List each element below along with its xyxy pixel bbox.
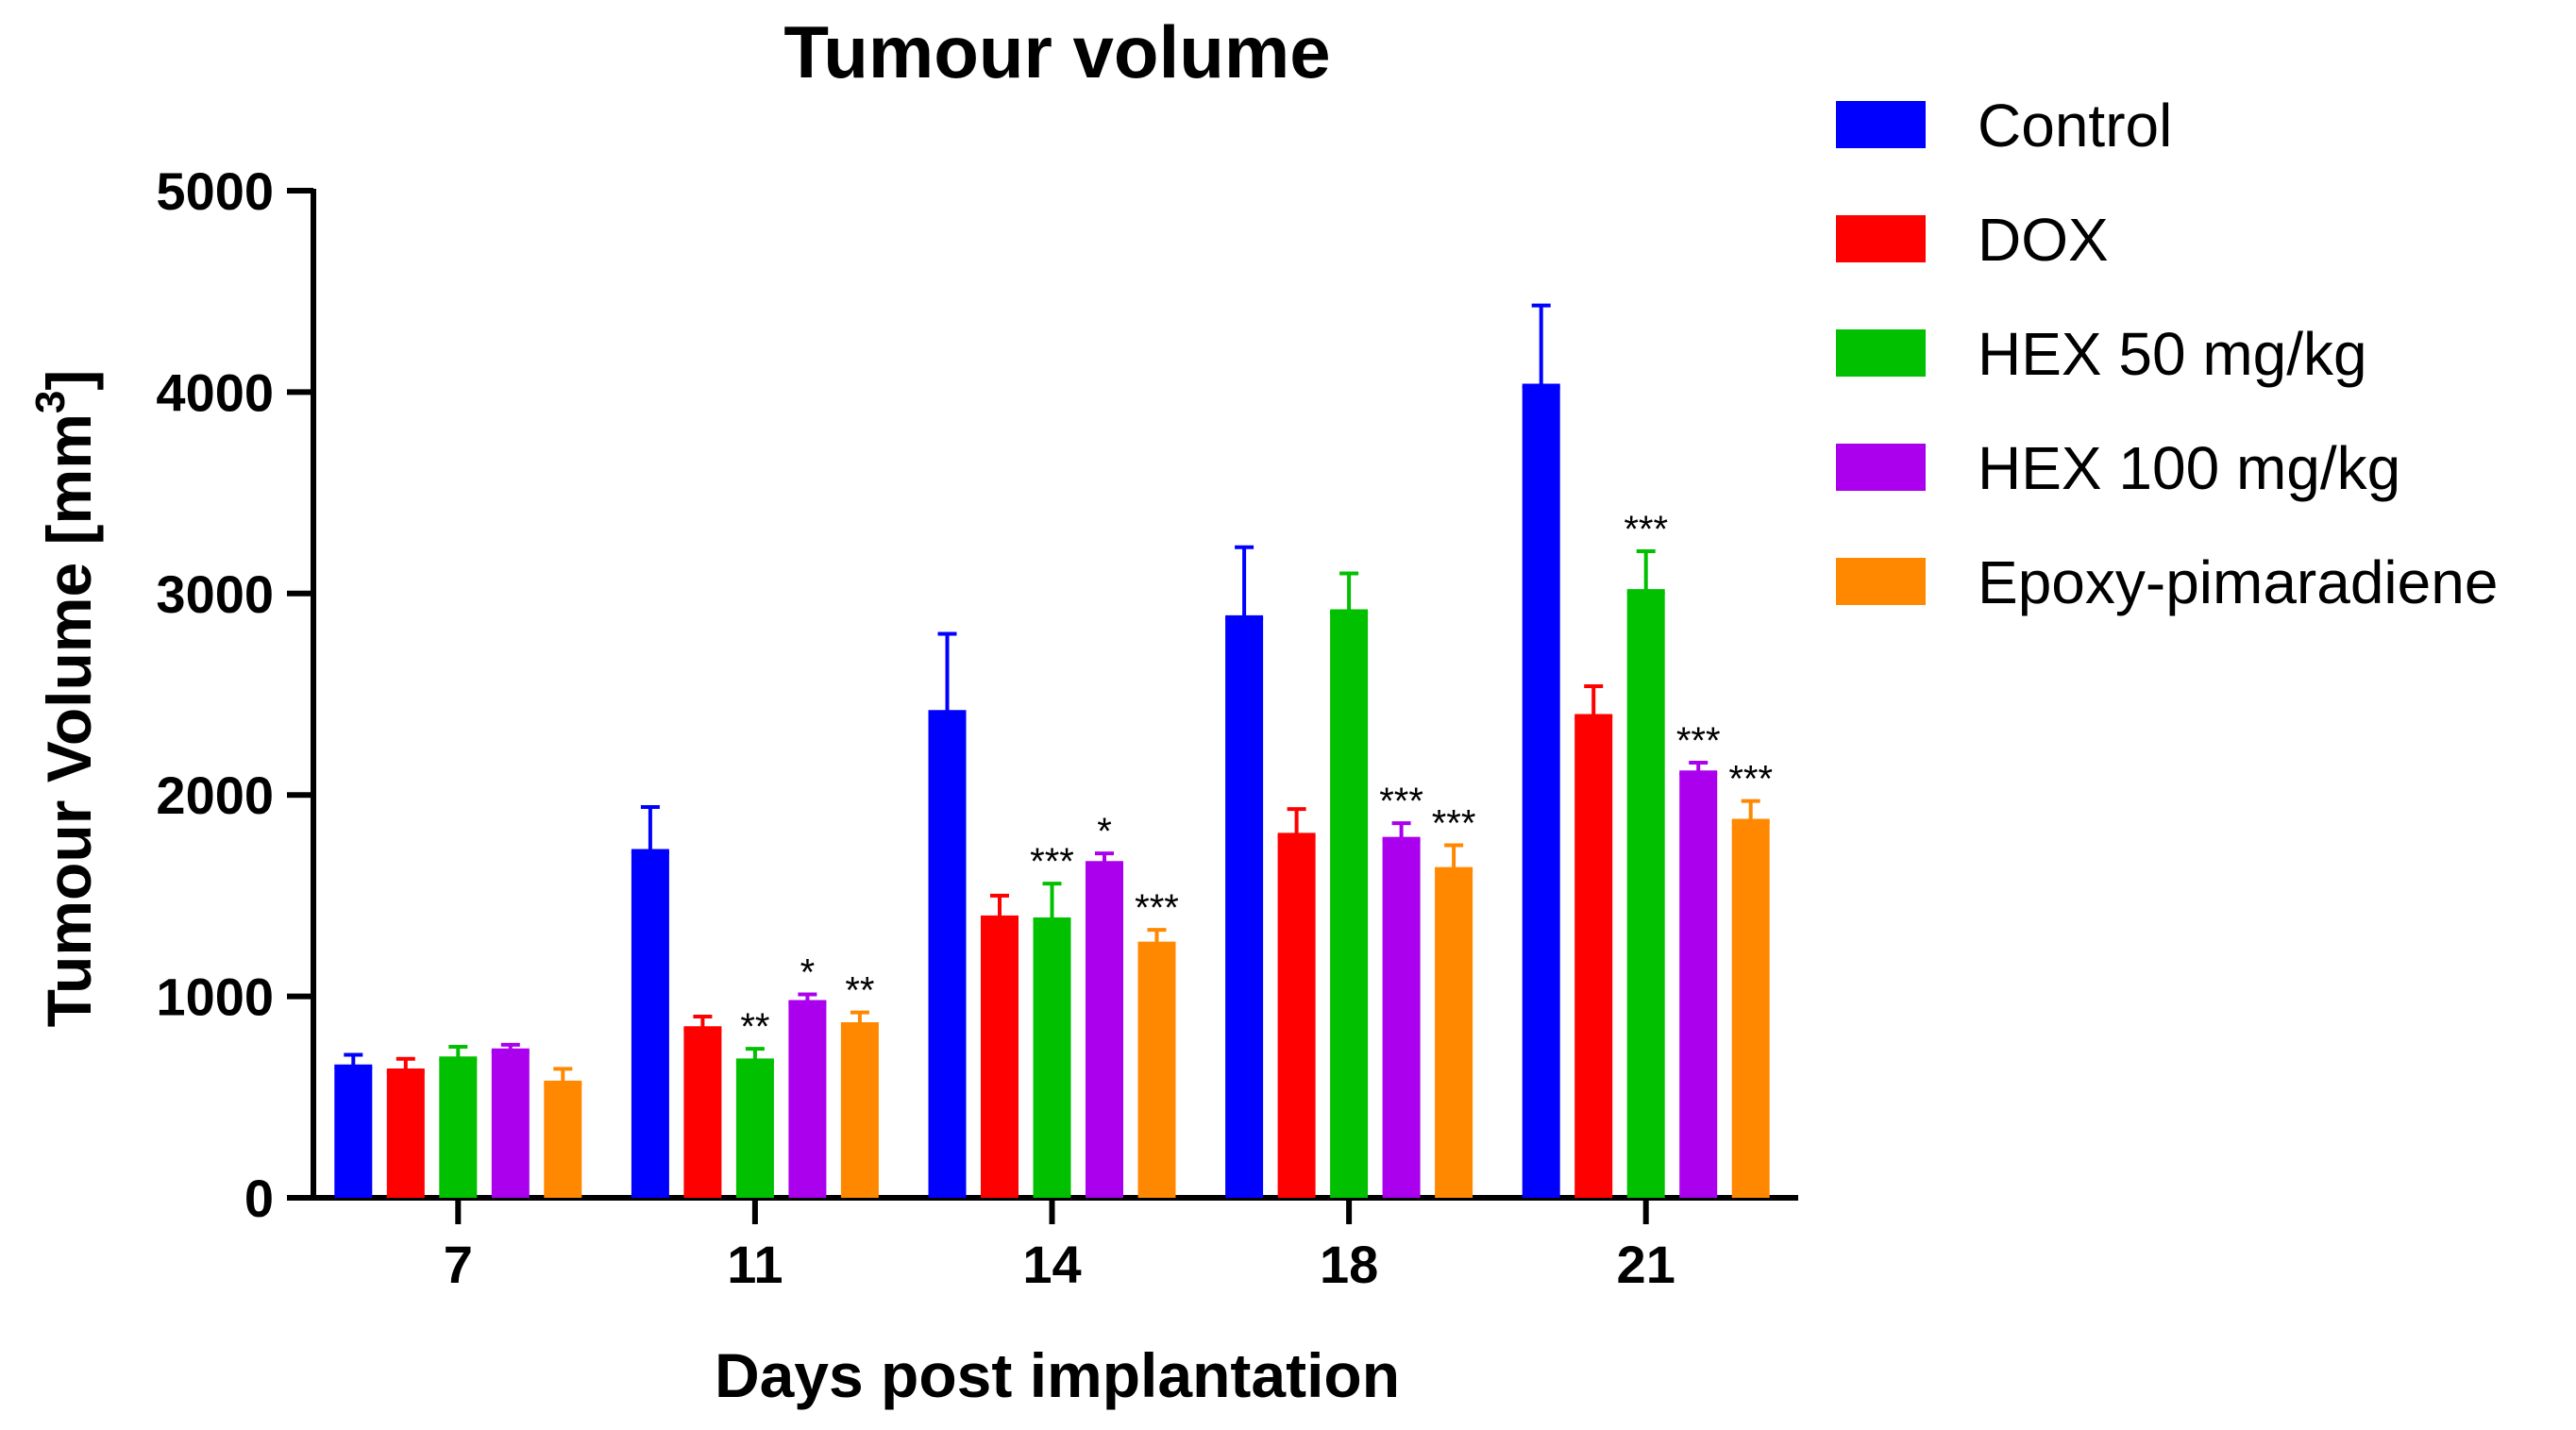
- bar-group: ***: [1379, 781, 1423, 1198]
- bar-group: *: [1086, 811, 1123, 1198]
- legend-item: DOX: [1836, 206, 2109, 274]
- bar-group: [1277, 807, 1316, 1198]
- significance-label: *: [1097, 811, 1112, 852]
- legend: Control DOX HEX 50 mg/kg HEX 100 mg/kg Epoxy…: [1836, 92, 2498, 616]
- bar: [735, 1060, 774, 1198]
- bar-group: ***: [1135, 887, 1179, 1198]
- x-tick-label: 14: [1022, 1235, 1081, 1294]
- bar-group: **: [735, 1006, 774, 1198]
- axes: 0 1000 2000 3000 4000 5000 7 11 14 18 21: [156, 161, 1798, 1294]
- bar-group: [683, 1014, 722, 1198]
- x-tick-label: 21: [1617, 1235, 1675, 1294]
- bar-group: [928, 631, 967, 1198]
- legend-swatch: [1836, 558, 1926, 605]
- legend-swatch: [1836, 444, 1926, 491]
- significance-label: ***: [1135, 887, 1179, 929]
- legend-item: HEX 100 mg/kg: [1836, 434, 2400, 502]
- bar: [544, 1083, 582, 1198]
- bar-group: [1522, 303, 1560, 1198]
- y-axis-title-main: Tumour Volume [mm: [34, 413, 104, 1027]
- significance-label: **: [740, 1006, 769, 1048]
- bar-group: *: [788, 951, 827, 1198]
- bar: [334, 1067, 373, 1198]
- bar-group: [334, 1052, 373, 1198]
- bar: [1277, 834, 1316, 1198]
- legend-swatch: [1836, 215, 1926, 262]
- svg-text:Tumour Volume [mm3]: Tumour Volume [mm3]: [27, 370, 104, 1028]
- bar: [1330, 612, 1369, 1198]
- significance-label: ***: [1728, 759, 1773, 800]
- bar: [1086, 863, 1123, 1198]
- y-axis-title-close: ]: [34, 370, 104, 391]
- bar: [1435, 869, 1473, 1198]
- bar: [788, 1002, 827, 1198]
- legend-item: HEX 50 mg/kg: [1836, 320, 2367, 388]
- legend-swatch: [1836, 101, 1926, 148]
- bar-group: [439, 1044, 478, 1198]
- chart-title: Tumour volume: [783, 10, 1330, 93]
- legend-swatch: [1836, 329, 1926, 377]
- significance-label: ***: [1379, 781, 1423, 822]
- y-tick-label: 2000: [156, 765, 274, 825]
- bar-group: [981, 893, 1019, 1198]
- y-tick-label: 1000: [156, 967, 274, 1027]
- bar: [1033, 919, 1071, 1198]
- significance-label: ***: [1030, 841, 1074, 883]
- significance-label: ***: [1624, 509, 1668, 550]
- legend-item: Epoxy-pimaradiene: [1836, 548, 2498, 616]
- legend-label: Epoxy-pimaradiene: [1978, 548, 2498, 616]
- bar-group: [1225, 545, 1264, 1198]
- y-axis-title: Tumour Volume [mm3]: [27, 370, 104, 1028]
- bar-group: ***: [1728, 759, 1773, 1198]
- bar: [1626, 591, 1665, 1198]
- bar: [1137, 944, 1176, 1198]
- bar-group: ***: [1624, 509, 1668, 1198]
- bar: [1225, 617, 1264, 1198]
- bar: [981, 917, 1019, 1198]
- bar: [386, 1070, 425, 1198]
- bar: [1382, 839, 1421, 1198]
- bar-group: [491, 1042, 530, 1198]
- legend-label: DOX: [1978, 206, 2109, 274]
- bar: [1679, 772, 1718, 1198]
- bar: [631, 850, 669, 1198]
- bar-group: [386, 1056, 425, 1198]
- bars-layer: *** ************************: [334, 303, 1773, 1198]
- bar-group: [544, 1067, 582, 1198]
- bar-group: ***: [1030, 841, 1074, 1198]
- bar: [439, 1058, 478, 1198]
- y-tick-label: 0: [244, 1169, 274, 1228]
- bar: [491, 1051, 530, 1198]
- bar: [1731, 820, 1770, 1198]
- bar-group: **: [840, 970, 879, 1198]
- significance-label: *: [800, 951, 816, 993]
- x-axis-title: Days post implantation: [715, 1340, 1400, 1410]
- y-tick-label: 3000: [156, 564, 274, 624]
- x-tick-label: 18: [1320, 1235, 1378, 1294]
- significance-label: ***: [1432, 803, 1476, 845]
- bar-group: [631, 805, 669, 1198]
- significance-label: ***: [1676, 720, 1721, 762]
- significance-label: **: [845, 970, 874, 1012]
- legend-label: HEX 100 mg/kg: [1978, 434, 2400, 502]
- x-tick-label: 7: [444, 1235, 473, 1294]
- bar-group: ***: [1676, 720, 1721, 1198]
- bar: [928, 712, 967, 1198]
- bar: [683, 1028, 722, 1198]
- y-tick-label: 5000: [156, 161, 274, 221]
- bar-group: [1330, 571, 1369, 1198]
- bar: [1522, 385, 1560, 1198]
- bar: [840, 1024, 879, 1198]
- bar-group: [1574, 683, 1613, 1198]
- x-tick-label: 11: [727, 1235, 783, 1294]
- bar: [1574, 715, 1613, 1198]
- legend-label: Control: [1978, 92, 2172, 160]
- legend-item: Control: [1836, 92, 2172, 160]
- bar-group: ***: [1432, 803, 1476, 1198]
- y-tick-label: 4000: [156, 362, 274, 422]
- y-axis-title-superscript: 3: [27, 391, 74, 413]
- legend-label: HEX 50 mg/kg: [1978, 320, 2367, 388]
